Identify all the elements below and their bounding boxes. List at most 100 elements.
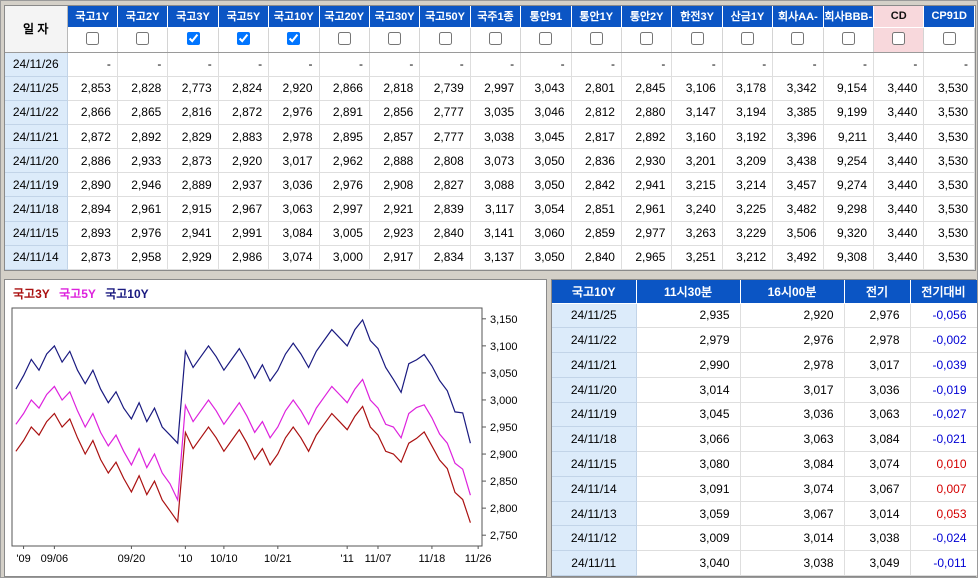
y-axis-label: 2,800 [490, 503, 518, 515]
table-row[interactable]: 24/11/22 2,866 2,865 2,816 2,872 2,976 2,891 2,… [5, 99, 975, 125]
column-header: 국고50Y [419, 6, 471, 28]
column-checkbox[interactable] [589, 31, 603, 45]
column-checkbox[interactable] [287, 31, 301, 45]
table-row[interactable]: 24/11/14 2,873 2,958 2,929 2,986 3,074 3,000 2,… [5, 244, 975, 271]
column-checkbox[interactable] [186, 31, 200, 45]
cell-value: 2,828 [117, 75, 169, 101]
cell-value: 3,492 [772, 244, 824, 271]
cell-value: 3,178 [722, 75, 774, 101]
column-checkbox[interactable] [136, 31, 150, 45]
yield-line-chart: 2,750 2,800 2,850 2,900 2,950 3,000 3,050 3,100… [11, 307, 518, 565]
cell-1600: 3,084 [739, 451, 845, 477]
table-row[interactable]: 24/11/25 2,935 2,920 2,976 -0,056 [552, 302, 977, 329]
cell-value: 3,506 [772, 220, 824, 246]
column-checkbox[interactable] [438, 31, 452, 45]
column-checkbox[interactable] [488, 31, 502, 45]
cell-value: 2,997 [470, 75, 522, 101]
cell-date: 24/11/26 [5, 51, 68, 77]
column-header: 한전3Y [671, 6, 723, 28]
cell-value: 3,457 [772, 172, 824, 198]
cell-value: 2,851 [571, 196, 622, 222]
table-row[interactable]: 24/11/12 3,009 3,014 3,038 -0,024 [552, 525, 977, 552]
cell-prev: 3,074 [843, 451, 911, 477]
cell-value: 2,929 [167, 244, 219, 271]
column-checkbox[interactable] [892, 31, 906, 45]
cell-value: 2,839 [419, 196, 471, 222]
column-checkbox[interactable] [690, 31, 704, 45]
table-row[interactable]: 24/11/21 2,872 2,892 2,829 2,883 2,978 2,895 2,… [5, 123, 975, 150]
y-axis-label: 3,150 [490, 314, 518, 326]
table-row[interactable]: 24/11/19 3,045 3,036 3,063 -0,027 [552, 401, 977, 428]
column-checkbox[interactable] [841, 31, 855, 45]
column-header: 통안2Y [621, 6, 673, 28]
column-checkbox[interactable] [740, 31, 754, 45]
column-checkbox[interactable] [539, 31, 553, 45]
table-row[interactable]: 24/11/14 3,091 3,074 3,067 0,007 [552, 475, 977, 502]
column-header: 국고30Y [369, 6, 421, 28]
column-checkbox-cell [520, 27, 572, 53]
y-axis-label: 3,000 [490, 395, 518, 407]
table-row[interactable]: 24/11/21 2,990 2,978 3,017 -0,039 [552, 352, 977, 378]
table-row[interactable]: 24/11/18 3,066 3,063 3,084 -0,021 [552, 426, 977, 453]
cell-value: 9,274 [823, 172, 875, 198]
column-checkbox-cell [571, 27, 622, 53]
table-row[interactable]: 24/11/26- - - - - - - - - - - - - - - - - - [5, 51, 975, 77]
cell-diff: 0,010 [909, 451, 977, 477]
cell-value: 2,891 [319, 99, 370, 125]
intraday-table-panel: 국고10Y 11시30분 16시00분 전기 전기대비 24/11/25 2,935 2,9… [551, 279, 977, 577]
rates-table: 일 자 국고1Y 국고2Y 국고3Y 국고5Y 국고10Y 국고20Y 국고30Y 국고50Y… [5, 6, 975, 271]
cell-value: - [823, 51, 875, 77]
column-checkbox-cell [470, 27, 522, 53]
cell-value: 3,251 [671, 244, 723, 271]
column-checkbox-cell [67, 27, 118, 53]
cell-value: 2,812 [571, 99, 622, 125]
table-row[interactable]: 24/11/19 2,890 2,946 2,889 2,937 3,036 2,976 2,… [5, 172, 975, 198]
table-row[interactable]: 24/11/15 3,080 3,084 3,074 0,010 [552, 451, 977, 477]
column-checkbox[interactable] [85, 31, 99, 45]
cell-value: 2,978 [268, 123, 320, 150]
chart-legend: 국고3Y 국고5Y 국고10Y [13, 285, 155, 302]
cell-1130: 3,009 [635, 525, 741, 552]
column-checkbox[interactable] [337, 31, 351, 45]
cell-prev: 3,038 [843, 525, 911, 552]
cell-value: 3,530 [923, 75, 975, 101]
cell-value: - [470, 51, 522, 77]
table-row[interactable]: 24/11/18 2,894 2,961 2,915 2,967 3,063 2,997 2,… [5, 196, 975, 222]
table-row[interactable]: 24/11/22 2,979 2,976 2,978 -0,002 [552, 327, 977, 354]
table-row[interactable]: 24/11/13 3,059 3,067 3,014 0,053 [552, 500, 977, 527]
cell-1130: 3,045 [635, 401, 741, 428]
column-checkbox-cell [117, 27, 169, 53]
cell-value: 3,063 [268, 196, 320, 222]
column-checkbox[interactable] [791, 31, 805, 45]
cell-prev: 2,978 [843, 327, 911, 354]
cell-value: - [621, 51, 673, 77]
cell-value: 2,816 [167, 99, 219, 125]
cell-value: 3,038 [470, 123, 522, 150]
cell-value: 2,829 [167, 123, 219, 150]
table-row[interactable]: 24/11/25 2,853 2,828 2,773 2,824 2,920 2,866 2,… [5, 75, 975, 101]
cell-date: 24/11/20 [552, 376, 637, 403]
cell-value: 3,084 [268, 220, 320, 246]
table-row[interactable]: 24/11/20 3,014 3,017 3,036 -0,019 [552, 376, 977, 403]
cell-value: - [419, 51, 471, 77]
column-checkbox[interactable] [640, 31, 654, 45]
column-checkbox[interactable] [942, 31, 956, 45]
cell-value: 3,117 [470, 196, 522, 222]
cell-date: 24/11/15 [552, 451, 637, 477]
series-line [15, 378, 471, 503]
column-header: 회사BBB- [823, 6, 875, 28]
cell-value: 2,865 [117, 99, 169, 125]
column-checkbox[interactable] [388, 31, 402, 45]
table-row[interactable]: 24/11/20 2,886 2,933 2,873 2,920 3,017 2,962 2,… [5, 148, 975, 174]
y-axis-label: 3,100 [490, 341, 518, 353]
cell-date: 24/11/14 [552, 475, 637, 502]
table-row[interactable]: 24/11/11 3,040 3,038 3,049 -0,011 [552, 550, 977, 576]
cell-diff: -0,056 [909, 302, 977, 329]
cell-prev: 2,976 [843, 302, 911, 329]
cell-value: 2,965 [621, 244, 673, 271]
table-row[interactable]: 24/11/15 2,893 2,976 2,941 2,991 3,084 3,005 2,… [5, 220, 975, 246]
cell-value: 2,845 [621, 75, 673, 101]
cell-value: 2,872 [67, 123, 118, 150]
column-checkbox[interactable] [236, 31, 250, 45]
cell-value: - [67, 51, 118, 77]
